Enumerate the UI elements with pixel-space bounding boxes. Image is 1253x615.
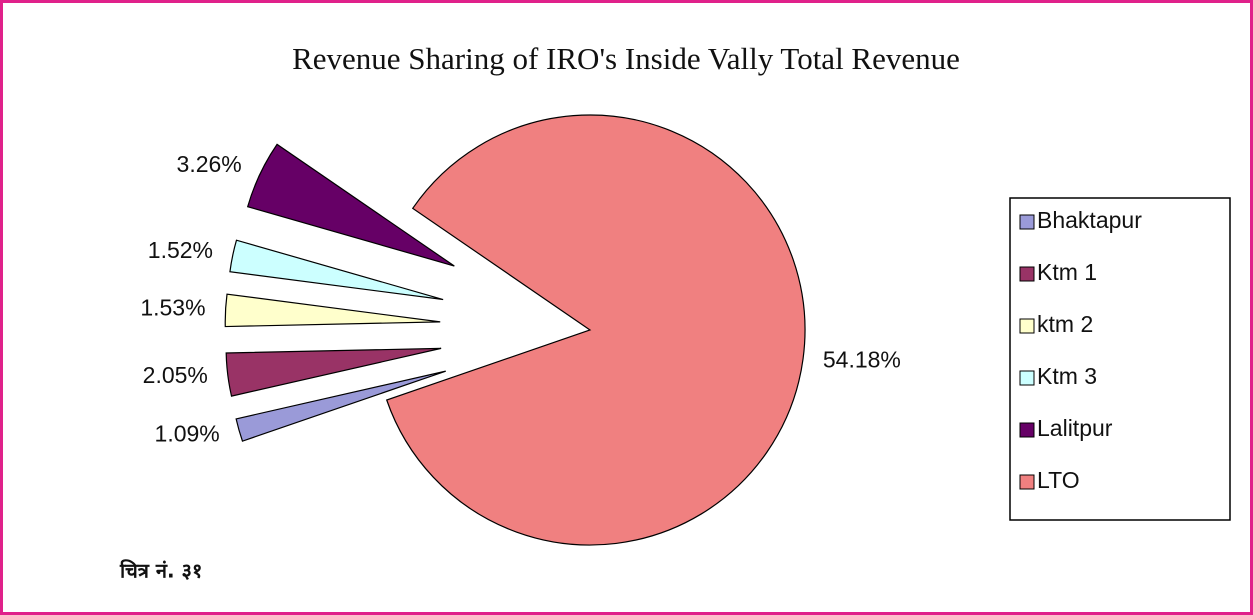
- data-label: 1.53%: [140, 294, 205, 320]
- chart-title: Revenue Sharing of IRO's Inside Vally To…: [292, 41, 960, 76]
- legend-box: [1009, 197, 1231, 521]
- data-label: 2.05%: [143, 362, 208, 388]
- legend-label: Bhaktapur: [1037, 207, 1142, 233]
- pie-slice: [235, 370, 446, 442]
- legend-label: Ktm 1: [1037, 259, 1097, 285]
- legend-swatch: [1019, 318, 1035, 334]
- legend-swatch: [1019, 266, 1035, 282]
- legend-swatch: [1019, 474, 1035, 490]
- legend-label: ktm 2: [1037, 311, 1093, 337]
- caption: चित्र नं. ३१: [119, 559, 202, 583]
- pie-slice: [224, 293, 441, 328]
- pie-slice: [385, 114, 806, 546]
- legend-swatch: [1019, 422, 1035, 438]
- pie-slice: [229, 239, 444, 301]
- legend-label: Lalitpur: [1037, 415, 1113, 441]
- data-label: 1.09%: [155, 421, 220, 447]
- legend-label: Ktm 3: [1037, 363, 1097, 389]
- data-label: 1.52%: [148, 237, 213, 263]
- legend-swatch: [1019, 214, 1035, 230]
- data-label: 54.18%: [823, 347, 901, 373]
- legend-label: LTO: [1037, 467, 1080, 493]
- pie-slice: [225, 347, 442, 397]
- pie-slice: [246, 143, 455, 267]
- data-label: 3.26%: [177, 151, 242, 177]
- legend-swatch: [1019, 370, 1035, 386]
